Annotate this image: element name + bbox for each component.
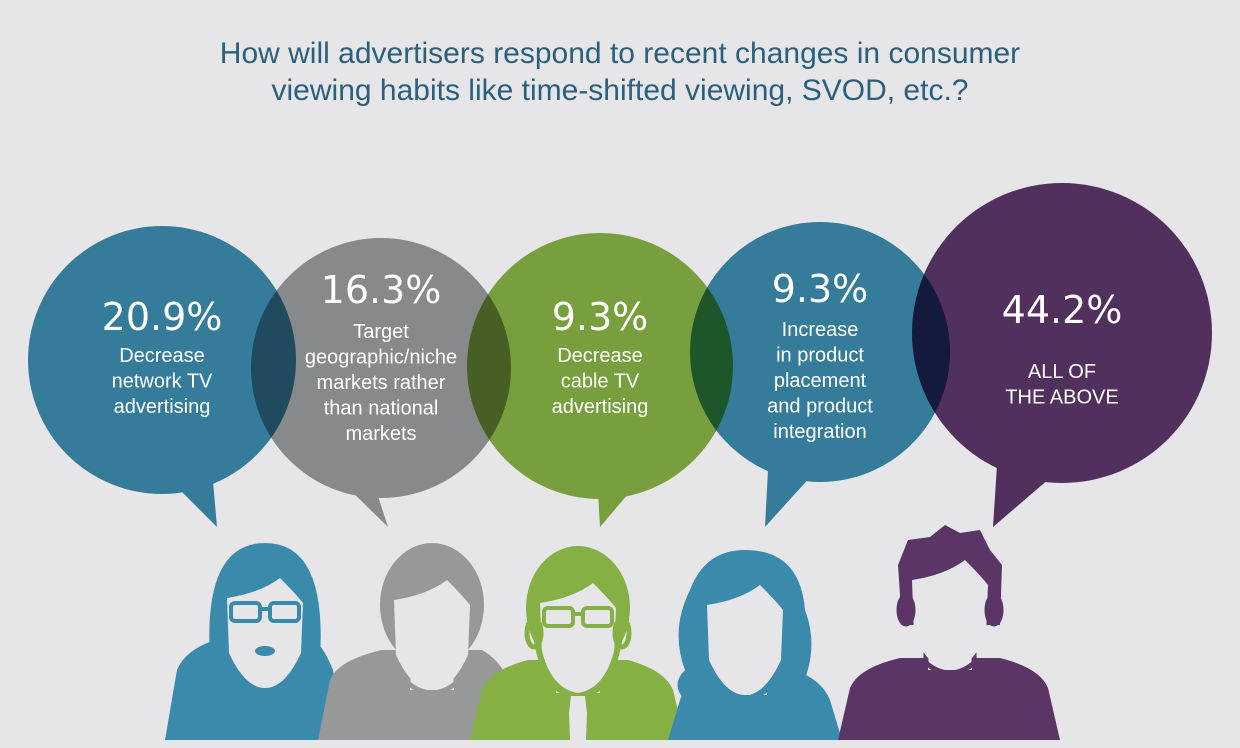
bubble-tail: [765, 470, 812, 527]
glasses-icon: [542, 606, 614, 628]
person-icon-1: [165, 543, 345, 740]
person-icon-3: [470, 546, 685, 740]
category-label-line: integration: [773, 421, 866, 443]
body: [318, 650, 520, 740]
speech-bubble-3: [467, 233, 733, 527]
percentage-label: 9.3%: [772, 267, 869, 311]
face: [394, 580, 470, 690]
glasses-icon: [229, 601, 301, 623]
bubble-circle: [690, 222, 950, 482]
category-label-line: advertising: [552, 396, 649, 418]
bubble-tail: [993, 450, 1050, 527]
face: [540, 583, 616, 693]
percentage-label: 9.3%: [552, 295, 649, 339]
category-label-line: THE ABOVE: [1005, 387, 1118, 409]
percentage-label: 44.2%: [1002, 288, 1123, 332]
category-label-line: ALL OF: [1028, 361, 1096, 383]
face: [227, 578, 303, 688]
ear: [896, 593, 916, 627]
person-icon-2: [318, 543, 520, 740]
title-line-2: viewing habits like time-shifted viewing…: [272, 74, 969, 107]
face: [912, 560, 988, 670]
ear: [612, 616, 632, 650]
face: [707, 585, 783, 695]
ear: [984, 593, 1004, 627]
speech-bubble-1: [28, 226, 296, 527]
category-label-line: than national: [324, 398, 439, 420]
bubble-tail: [598, 480, 640, 527]
category-label-line: network TV: [112, 371, 213, 393]
body: [838, 658, 1060, 740]
category-label-line: in product: [776, 345, 864, 367]
category-label-line: placement: [774, 370, 867, 392]
bubble-circle: [251, 238, 511, 498]
bubble-circle: [467, 233, 733, 499]
category-label-line: markets: [345, 423, 416, 445]
lips: [255, 646, 275, 656]
category-label-line: Increase: [782, 319, 859, 341]
person-icon-4: [668, 550, 842, 740]
category-label-line: and product: [767, 396, 873, 418]
speech-bubble-4: [690, 222, 950, 527]
category-label-line: Target: [353, 321, 409, 343]
speech-bubble-2: [251, 238, 511, 527]
percentage-label: 16.3%: [321, 268, 442, 312]
percentage-label: 20.9%: [102, 295, 223, 339]
category-label-line: Decrease: [557, 345, 643, 367]
bubble-tail: [338, 478, 388, 527]
bubble-circle: [28, 226, 296, 494]
title-line-1: How will advertisers respond to recent c…: [220, 37, 1020, 70]
category-label-line: Decrease: [119, 345, 205, 367]
person-icon-5: [838, 525, 1060, 740]
bubble-circle: [912, 183, 1212, 483]
speech-bubble-5: [912, 183, 1212, 527]
bubble-tail: [170, 470, 217, 527]
category-label-line: advertising: [114, 396, 211, 418]
category-label-line: cable TV: [561, 371, 640, 393]
category-label-line: geographic/niche: [305, 347, 457, 369]
tie: [569, 696, 587, 740]
category-label-line: markets rather: [317, 372, 446, 394]
ear: [524, 616, 544, 650]
